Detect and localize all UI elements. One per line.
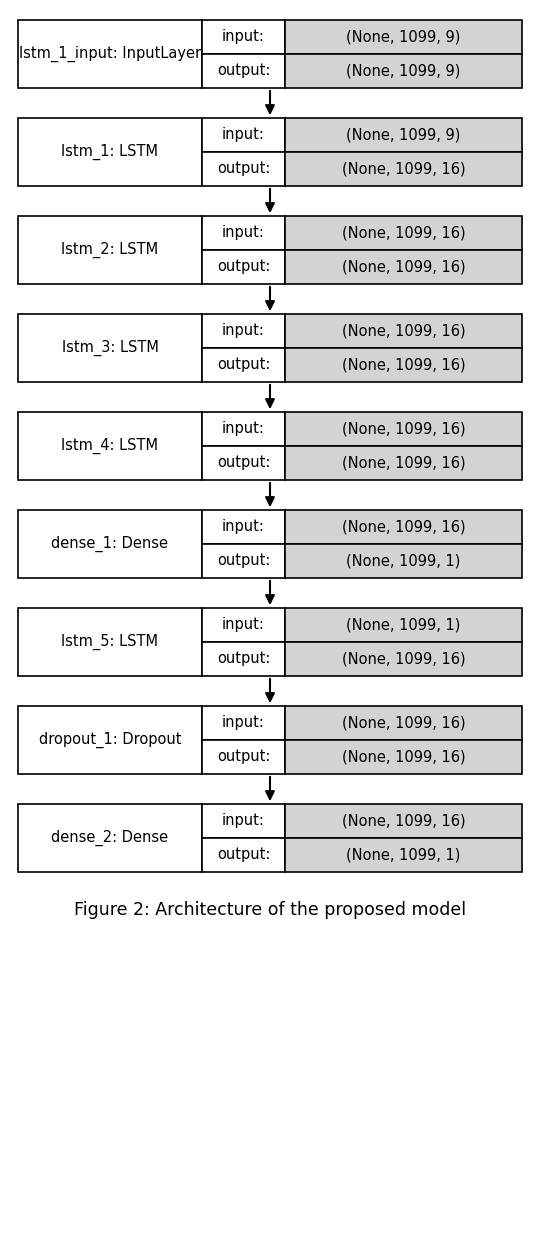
Bar (18, 20, 202, 88)
Text: (None, 1099, 16): (None, 1099, 16) (342, 813, 465, 828)
Text: (None, 1099, 16): (None, 1099, 16) (342, 357, 465, 372)
Text: output:: output: (217, 259, 270, 274)
Text: lstm_1_input: InputLayer: lstm_1_input: InputLayer (19, 46, 201, 62)
Bar (202, 544, 285, 578)
Bar (202, 118, 285, 153)
Bar (202, 608, 285, 642)
Text: dense_1: Dense: dense_1: Dense (51, 536, 168, 552)
Text: lstm_2: LSTM: lstm_2: LSTM (62, 242, 159, 258)
Bar (18, 510, 202, 578)
Bar (285, 348, 522, 382)
Bar (18, 608, 202, 676)
Bar (202, 838, 285, 872)
Text: input:: input: (222, 324, 265, 339)
Text: (None, 1099, 16): (None, 1099, 16) (342, 749, 465, 765)
Bar (18, 118, 202, 186)
Text: (None, 1099, 16): (None, 1099, 16) (342, 520, 465, 534)
Text: input:: input: (222, 226, 265, 241)
Text: dropout_1: Dropout: dropout_1: Dropout (39, 732, 181, 748)
Text: output:: output: (217, 455, 270, 470)
Bar (202, 153, 285, 186)
Bar (18, 706, 202, 774)
Bar (285, 20, 522, 55)
Bar (18, 412, 202, 480)
Bar (202, 216, 285, 250)
Bar (285, 804, 522, 838)
Bar (285, 642, 522, 676)
Text: output:: output: (217, 63, 270, 78)
Bar (285, 412, 522, 446)
Bar (202, 55, 285, 88)
Bar (285, 838, 522, 872)
Text: dense_2: Dense: dense_2: Dense (51, 830, 168, 846)
Text: lstm_4: LSTM: lstm_4: LSTM (62, 438, 158, 454)
Bar (285, 153, 522, 186)
Text: lstm_5: LSTM: lstm_5: LSTM (62, 634, 158, 650)
Text: (None, 1099, 9): (None, 1099, 9) (346, 30, 461, 45)
Bar (285, 544, 522, 578)
Bar (285, 314, 522, 348)
Text: (None, 1099, 16): (None, 1099, 16) (342, 226, 465, 241)
Bar (202, 510, 285, 544)
Text: lstm_3: LSTM: lstm_3: LSTM (62, 340, 158, 356)
Text: (None, 1099, 1): (None, 1099, 1) (346, 618, 461, 632)
Text: output:: output: (217, 847, 270, 863)
Text: output:: output: (217, 161, 270, 176)
Bar (202, 314, 285, 348)
Text: output:: output: (217, 749, 270, 765)
Bar (285, 740, 522, 774)
Bar (285, 55, 522, 88)
Bar (202, 446, 285, 480)
Bar (202, 250, 285, 284)
Text: (None, 1099, 9): (None, 1099, 9) (346, 128, 461, 143)
Text: output:: output: (217, 357, 270, 372)
Bar (202, 706, 285, 740)
Bar (285, 250, 522, 284)
Text: output:: output: (217, 553, 270, 568)
Text: (None, 1099, 16): (None, 1099, 16) (342, 161, 465, 176)
Bar (202, 804, 285, 838)
Text: (None, 1099, 16): (None, 1099, 16) (342, 455, 465, 470)
Bar (18, 216, 202, 284)
Text: (None, 1099, 16): (None, 1099, 16) (342, 651, 465, 667)
Bar (285, 216, 522, 250)
Text: (None, 1099, 16): (None, 1099, 16) (342, 715, 465, 730)
Bar (285, 608, 522, 642)
Text: lstm_1: LSTM: lstm_1: LSTM (62, 144, 158, 160)
Bar (202, 642, 285, 676)
Text: (None, 1099, 16): (None, 1099, 16) (342, 259, 465, 274)
Bar (285, 510, 522, 544)
Bar (285, 118, 522, 153)
Text: input:: input: (222, 422, 265, 436)
Bar (285, 706, 522, 740)
Text: Figure 2: Architecture of the proposed model: Figure 2: Architecture of the proposed m… (74, 901, 466, 919)
Text: input:: input: (222, 30, 265, 45)
Bar (202, 412, 285, 446)
Text: input:: input: (222, 128, 265, 143)
Text: input:: input: (222, 715, 265, 730)
Bar (18, 314, 202, 382)
Text: input:: input: (222, 520, 265, 534)
Text: (None, 1099, 9): (None, 1099, 9) (346, 63, 461, 78)
Text: (None, 1099, 16): (None, 1099, 16) (342, 422, 465, 436)
Text: input:: input: (222, 813, 265, 828)
Bar (202, 20, 285, 55)
Text: (None, 1099, 1): (None, 1099, 1) (346, 847, 461, 863)
Bar (202, 740, 285, 774)
Bar (202, 348, 285, 382)
Text: output:: output: (217, 651, 270, 667)
Text: (None, 1099, 1): (None, 1099, 1) (346, 553, 461, 568)
Text: input:: input: (222, 618, 265, 632)
Bar (285, 446, 522, 480)
Text: (None, 1099, 16): (None, 1099, 16) (342, 324, 465, 339)
Bar (18, 804, 202, 872)
